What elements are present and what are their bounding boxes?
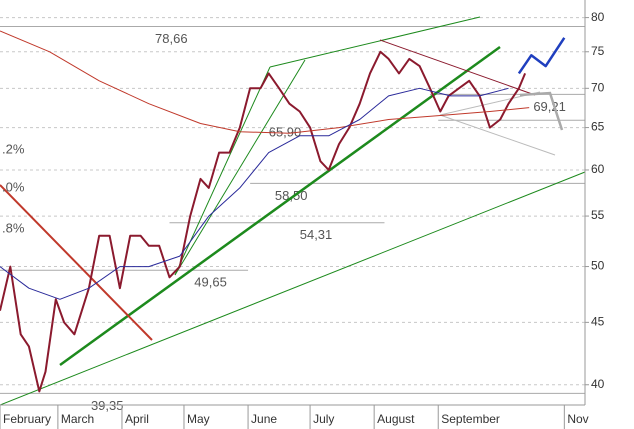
trend-line (0, 171, 586, 406)
annotation: .8% (2, 220, 25, 235)
level-label: 65,90 (269, 125, 302, 140)
y-tick-label: 40 (591, 377, 605, 391)
trend-line (379, 39, 536, 96)
series-line (0, 50, 527, 393)
x-tick-label: February (3, 412, 51, 426)
projection (519, 91, 564, 131)
x-tick-label: September (441, 412, 500, 426)
y-tick-label: 70 (591, 80, 605, 94)
annotation: .0% (2, 179, 25, 194)
level-label: 49,65 (194, 275, 227, 290)
trend-line (0, 184, 153, 341)
level-label: 69,21 (533, 99, 566, 114)
series-line (0, 30, 530, 134)
x-tick-label: May (187, 412, 210, 426)
level-label: 78,66 (155, 31, 188, 46)
y-tick-label: 75 (591, 44, 605, 58)
x-tick-label: April (125, 412, 149, 426)
x-tick-label: Nov (567, 412, 588, 426)
annotation: .2% (2, 141, 25, 156)
level-label: 54,31 (300, 227, 333, 242)
y-tick-label: 55 (591, 208, 605, 222)
y-tick-label: 45 (591, 315, 605, 329)
grid (0, 17, 585, 386)
x-tick-label: June (251, 412, 277, 426)
series (0, 30, 566, 393)
trend-line (59, 45, 501, 367)
trend-line (269, 16, 481, 68)
series-line (517, 37, 566, 75)
y-tick-label: 60 (591, 162, 605, 176)
x-tick-label: August (377, 412, 415, 426)
y-tick-label: 65 (591, 120, 605, 134)
x-tick-label: July (313, 412, 334, 426)
x-tick-label: March (61, 412, 94, 426)
channel-line (439, 114, 556, 156)
series-line (0, 87, 509, 300)
y-tick-label: 80 (591, 10, 605, 24)
y-tick-label: 50 (591, 259, 605, 273)
axes: 40 45 50 55 60 65 70 75 80 February March April May J… (0, 10, 605, 429)
